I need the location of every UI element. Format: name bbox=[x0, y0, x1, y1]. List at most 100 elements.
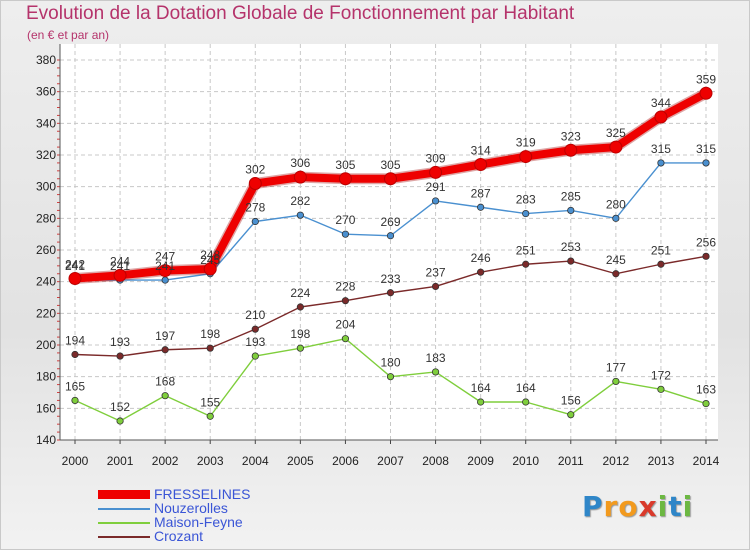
data-label: 283 bbox=[516, 193, 536, 207]
data-label: 325 bbox=[606, 126, 626, 140]
data-point bbox=[161, 276, 169, 284]
data-point bbox=[612, 214, 620, 222]
data-point bbox=[384, 172, 397, 186]
data-label: 180 bbox=[380, 356, 400, 370]
data-label: 359 bbox=[696, 72, 716, 86]
x-tick-label: 2000 bbox=[62, 454, 89, 468]
data-point bbox=[657, 159, 665, 167]
data-label: 280 bbox=[606, 197, 626, 211]
data-label: 241 bbox=[110, 259, 130, 273]
data-label: 291 bbox=[426, 180, 446, 194]
data-label: 156 bbox=[561, 394, 581, 408]
data-label: 246 bbox=[471, 251, 491, 265]
data-label: 155 bbox=[200, 395, 220, 409]
x-tick-label: 2010 bbox=[512, 454, 539, 468]
data-label: 253 bbox=[561, 240, 581, 254]
x-tick-label: 2007 bbox=[377, 454, 404, 468]
data-label: 314 bbox=[471, 144, 491, 158]
data-point bbox=[477, 398, 485, 406]
logo-letter: o bbox=[618, 490, 639, 523]
data-point bbox=[431, 197, 440, 205]
x-tick-label: 2009 bbox=[467, 454, 494, 468]
data-point bbox=[431, 282, 440, 291]
data-point bbox=[699, 86, 713, 100]
data-point bbox=[386, 373, 395, 381]
data-point bbox=[71, 350, 79, 359]
data-label: 183 bbox=[426, 351, 446, 365]
y-tick-label: 260 bbox=[36, 243, 56, 257]
data-point bbox=[251, 217, 259, 226]
x-tick-label: 2001 bbox=[107, 454, 134, 468]
chart-legend: FRESSELINES Nouzerolles Maison-Feyne Cro… bbox=[98, 486, 338, 544]
data-label: 319 bbox=[516, 136, 536, 150]
y-tick-label: 320 bbox=[36, 148, 56, 162]
data-label: 164 bbox=[471, 381, 491, 395]
y-tick-label: 380 bbox=[36, 53, 56, 67]
data-point bbox=[702, 159, 710, 167]
data-point bbox=[702, 252, 710, 260]
data-label: 228 bbox=[335, 280, 355, 294]
y-tick-label: 180 bbox=[36, 370, 56, 384]
data-point bbox=[612, 270, 620, 278]
y-tick-label: 240 bbox=[36, 275, 56, 289]
x-tick-label: 2005 bbox=[287, 454, 314, 468]
data-label: 305 bbox=[335, 158, 355, 172]
logo-letter: x bbox=[638, 490, 658, 523]
logo-letter: P bbox=[582, 490, 604, 523]
data-label: 164 bbox=[516, 381, 536, 395]
y-tick-label: 340 bbox=[36, 116, 56, 130]
data-point bbox=[474, 158, 488, 171]
data-point bbox=[386, 289, 395, 297]
data-label: 165 bbox=[65, 379, 85, 393]
data-point bbox=[657, 260, 665, 268]
data-label: 210 bbox=[245, 308, 265, 322]
legend-swatch bbox=[98, 490, 150, 499]
data-point bbox=[477, 268, 485, 276]
data-point bbox=[161, 346, 169, 354]
data-label: 244 bbox=[110, 254, 130, 268]
x-tick-label: 2011 bbox=[558, 454, 584, 468]
data-label: 224 bbox=[290, 286, 310, 300]
data-point bbox=[251, 352, 259, 360]
logo-letter: t bbox=[668, 490, 683, 523]
x-tick-label: 2012 bbox=[603, 454, 630, 468]
x-tick-label: 2014 bbox=[693, 454, 720, 468]
x-tick-label: 2006 bbox=[332, 454, 359, 468]
data-point bbox=[71, 396, 79, 405]
x-tick-label: 2002 bbox=[152, 454, 179, 468]
data-point bbox=[567, 411, 575, 419]
data-label: 198 bbox=[290, 327, 310, 341]
data-label: 305 bbox=[380, 158, 400, 172]
data-label: 172 bbox=[651, 368, 671, 382]
y-tick-label: 160 bbox=[36, 401, 56, 415]
x-tick-label: 2003 bbox=[197, 454, 224, 468]
data-label: 237 bbox=[426, 265, 446, 279]
data-point bbox=[564, 143, 578, 157]
data-label: 168 bbox=[155, 375, 175, 389]
legend-item-crozant: Crozant bbox=[98, 528, 338, 544]
data-label: 269 bbox=[380, 215, 400, 229]
data-label: 302 bbox=[245, 163, 265, 177]
data-point bbox=[248, 177, 262, 190]
y-tick-label: 140 bbox=[36, 433, 56, 447]
data-point bbox=[612, 377, 620, 386]
chart-title: Evolution de la Dotation Globale de Fonc… bbox=[26, 3, 575, 24]
data-point bbox=[654, 110, 668, 124]
data-label: 233 bbox=[380, 272, 400, 286]
logo-letter: i bbox=[682, 490, 694, 523]
data-point bbox=[341, 297, 350, 305]
legend-swatch bbox=[98, 508, 150, 510]
data-label: 270 bbox=[335, 213, 355, 227]
legend-label: Crozant bbox=[154, 528, 204, 544]
x-tick-label: 2008 bbox=[422, 454, 449, 468]
data-point bbox=[341, 230, 350, 238]
data-point bbox=[338, 172, 352, 186]
legend-label: FRESSELINES bbox=[154, 486, 251, 502]
data-label: 309 bbox=[426, 151, 446, 165]
data-label: 152 bbox=[110, 400, 130, 414]
data-point bbox=[113, 268, 127, 282]
data-label: 204 bbox=[335, 318, 355, 332]
data-label: 247 bbox=[155, 250, 175, 264]
data-point bbox=[657, 385, 665, 393]
data-label: 193 bbox=[245, 335, 265, 349]
